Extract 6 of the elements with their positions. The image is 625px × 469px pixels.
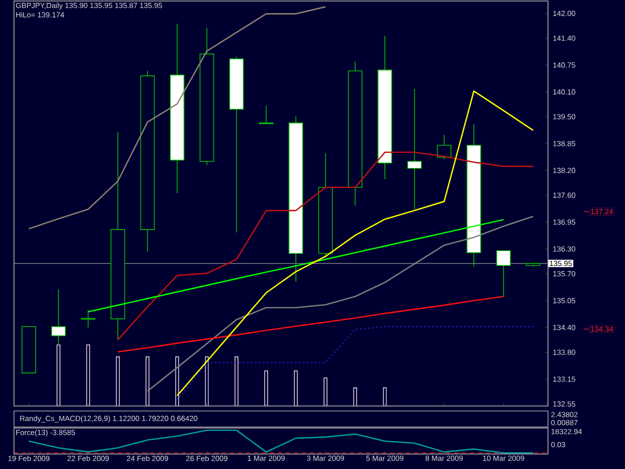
candlestick [80, 309, 96, 328]
line-series [146, 216, 534, 392]
candlestick [407, 88, 422, 210]
line-series [117, 296, 504, 353]
candlestick [258, 106, 274, 125]
candlestick [496, 250, 511, 297]
